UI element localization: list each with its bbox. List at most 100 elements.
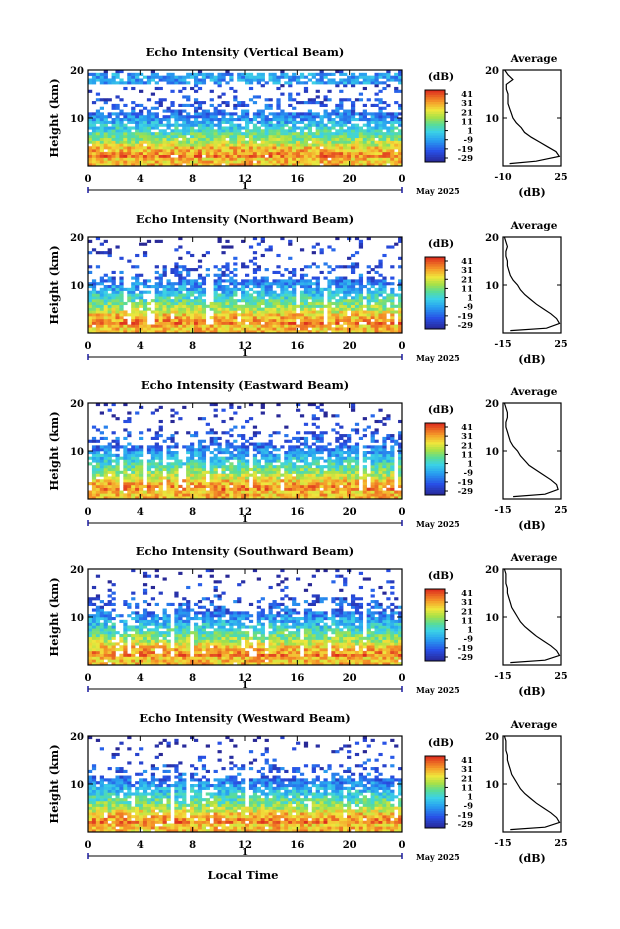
heatmap-cell bbox=[366, 316, 371, 320]
heatmap-cell bbox=[386, 70, 391, 74]
heatmap-cell bbox=[358, 493, 364, 497]
heatmap-cell bbox=[221, 487, 226, 491]
heatmap-cell bbox=[343, 484, 348, 488]
heatmap-cell bbox=[193, 453, 199, 457]
heatmap-cell bbox=[358, 282, 364, 286]
heatmap-cell bbox=[288, 157, 293, 161]
heatmap-cell bbox=[303, 445, 309, 449]
heatmap-cell bbox=[154, 72, 159, 76]
heatmap-cell bbox=[241, 470, 246, 474]
heatmap-cell bbox=[374, 160, 379, 164]
heatmap-cell bbox=[233, 476, 238, 480]
heatmap-cell bbox=[319, 451, 324, 455]
heatmap-cell bbox=[107, 476, 112, 480]
heatmap-cell bbox=[95, 154, 101, 158]
heatmap-cell bbox=[319, 290, 324, 294]
colorbar-segment bbox=[425, 305, 445, 308]
heatmap-cell bbox=[91, 146, 97, 150]
heatmap-cell bbox=[319, 70, 324, 74]
heatmap-cell bbox=[390, 123, 395, 127]
heatmap-cell bbox=[237, 126, 242, 130]
heatmap-cell bbox=[119, 81, 124, 85]
heatmap-cell bbox=[205, 431, 210, 435]
heatmap-cell bbox=[217, 126, 222, 130]
heatmap-cell bbox=[162, 115, 167, 119]
heatmap-cell bbox=[150, 126, 156, 130]
heatmap-cell bbox=[260, 146, 265, 150]
heatmap-cell bbox=[323, 490, 328, 494]
heatmap-cell bbox=[319, 496, 324, 500]
heatmap-cell bbox=[260, 310, 265, 314]
heatmap-cell bbox=[205, 445, 210, 449]
heatmap-cell bbox=[241, 467, 246, 472]
heatmap-cell bbox=[276, 285, 281, 289]
heatmap-cell bbox=[142, 126, 148, 130]
heatmap-cell bbox=[307, 310, 313, 314]
heatmap-cell bbox=[103, 301, 108, 306]
heatmap-cell bbox=[158, 98, 163, 102]
heatmap-cell bbox=[170, 140, 175, 144]
heatmap-cell bbox=[280, 140, 285, 144]
heatmap-cell bbox=[362, 163, 367, 167]
heatmap-cell bbox=[139, 318, 144, 322]
heatmap-cell bbox=[193, 112, 199, 116]
heatmap-cell bbox=[178, 417, 183, 421]
heatmap-cell bbox=[174, 134, 179, 139]
heatmap-cell bbox=[374, 296, 379, 300]
heatmap-cell bbox=[370, 453, 375, 457]
heatmap-cell bbox=[327, 81, 332, 85]
heatmap-cell bbox=[190, 493, 195, 497]
heatmap-cell bbox=[237, 157, 242, 161]
heatmap-cell bbox=[311, 473, 316, 477]
heatmap-cell bbox=[221, 134, 226, 139]
heatmap-cell bbox=[119, 327, 124, 331]
heatmap-cell bbox=[319, 327, 324, 331]
heatmap-cell bbox=[111, 72, 116, 76]
heatmap-cell bbox=[166, 436, 171, 440]
heatmap-cell bbox=[284, 290, 289, 294]
heatmap-cell bbox=[103, 327, 108, 331]
heatmap-cell bbox=[252, 296, 258, 300]
heatmap-cell bbox=[370, 118, 375, 122]
heatmap-cell bbox=[201, 134, 207, 139]
heatmap-cell bbox=[362, 304, 367, 308]
heatmap-cell bbox=[107, 120, 112, 124]
heatmap-cell bbox=[229, 149, 234, 153]
heatmap-cell bbox=[245, 143, 250, 147]
heatmap-cell bbox=[327, 482, 332, 486]
heatmap-cell bbox=[331, 112, 336, 116]
heatmap-cell bbox=[276, 86, 281, 91]
colorbar-segment bbox=[425, 297, 445, 301]
heatmap-cell bbox=[284, 143, 289, 147]
colorbar-segment bbox=[425, 142, 445, 146]
heatmap-cell bbox=[268, 293, 273, 297]
heatmap-cell bbox=[299, 154, 305, 158]
heatmap-cell bbox=[146, 479, 152, 483]
heatmap-cell bbox=[221, 149, 226, 153]
heatmap-cell bbox=[103, 134, 108, 139]
heatmap-cell bbox=[131, 473, 136, 477]
heatmap-cell bbox=[150, 134, 156, 139]
heatmap-cell bbox=[319, 408, 324, 412]
heatmap-cell bbox=[111, 318, 116, 322]
heatmap-cell bbox=[252, 78, 258, 82]
heatmap-cell bbox=[131, 146, 136, 150]
heatmap-cell bbox=[217, 448, 222, 452]
heatmap-cell bbox=[123, 160, 128, 164]
heatmap-cell bbox=[378, 321, 383, 325]
profile-x-label: (dB) bbox=[518, 186, 545, 199]
heatmap-cell bbox=[362, 453, 367, 457]
colorbar-tick-label: -9 bbox=[464, 136, 474, 146]
heatmap-cell bbox=[350, 493, 356, 497]
heatmap-cell bbox=[131, 301, 136, 306]
heatmap-cell bbox=[123, 126, 128, 130]
heatmap-cell bbox=[95, 310, 101, 314]
heatmap-cell bbox=[127, 290, 132, 294]
heatmap-cell bbox=[382, 436, 387, 440]
heatmap-cell bbox=[315, 296, 320, 300]
heatmap-cell bbox=[178, 78, 183, 82]
heatmap-cell bbox=[217, 109, 222, 113]
heatmap-cell bbox=[347, 293, 352, 297]
heatmap-cell bbox=[201, 316, 207, 320]
heatmap-cell bbox=[107, 442, 112, 446]
